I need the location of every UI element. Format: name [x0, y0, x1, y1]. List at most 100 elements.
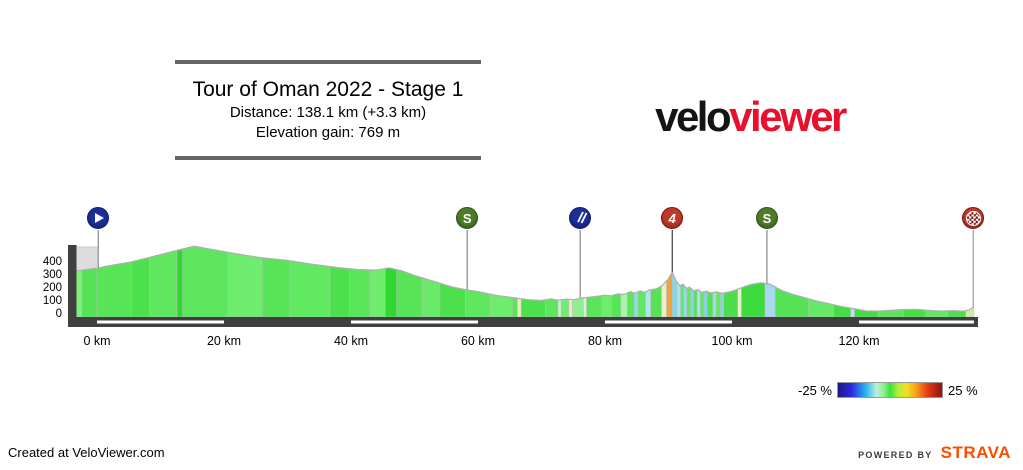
- title-rule-bottom: [175, 156, 481, 160]
- veloviewer-credit: Created at VeloViewer.com: [8, 445, 165, 460]
- finish-marker: [962, 207, 985, 229]
- gradient-segment: [706, 291, 714, 318]
- gradient-segment: [439, 282, 466, 318]
- gradient-legend-bar: [837, 382, 943, 398]
- x-axis-tick-label: 0 km: [83, 334, 111, 348]
- gradient-segment: [176, 248, 183, 318]
- stage-title-block: Tour of Oman 2022 - Stage 1 Distance: 13…: [175, 60, 481, 160]
- feed-zone-icon: [577, 211, 588, 224]
- gradient-segment: [586, 295, 603, 318]
- feed-marker: [569, 207, 592, 229]
- gradient-segment: [700, 290, 705, 318]
- gradient-segment: [965, 306, 975, 318]
- axis-km-stripe: [97, 320, 224, 324]
- sprint-marker: S: [755, 207, 778, 229]
- stage-title: Tour of Oman 2022 - Stage 1: [192, 78, 464, 101]
- y-axis-tick-label: 100: [42, 295, 62, 307]
- gradient-segment: [261, 257, 291, 318]
- gradient-segment: [557, 299, 562, 318]
- y-axis-bar: [68, 245, 77, 326]
- gradient-segment: [182, 245, 229, 318]
- x-axis-tick-label: 60 km: [460, 334, 496, 348]
- gradient-segment: [620, 292, 628, 318]
- gradient-segment: [572, 297, 584, 318]
- gradient-segment: [723, 288, 738, 318]
- gradient-segment: [385, 267, 397, 318]
- x-axis-tick-label: 20 km: [206, 334, 242, 348]
- gradient-segment: [512, 297, 518, 318]
- logo-viewer: viewer: [729, 93, 847, 140]
- gradient-segment: [131, 256, 150, 318]
- gradient-segment: [715, 291, 721, 318]
- profile-outline: [75, 245, 975, 312]
- title-rule-top: [175, 60, 481, 64]
- gradient-segment: [601, 294, 612, 318]
- gradient-segment: [850, 307, 855, 318]
- gradient-segment: [289, 260, 331, 318]
- axis-km-stripe: [605, 320, 732, 324]
- gradient-segment: [349, 268, 371, 318]
- gradient-segment: [693, 289, 698, 318]
- x-axis-tick-label: 120 km: [838, 334, 880, 348]
- gradient-segment: [686, 286, 691, 318]
- gradient-segment: [637, 290, 646, 318]
- play-icon: [95, 213, 105, 223]
- legend-max-label: 25 %: [948, 382, 978, 398]
- gradient-segment: [764, 283, 776, 318]
- gradient-segment: [903, 309, 926, 318]
- checkered-flag-icon: [965, 210, 981, 226]
- marker-label: S: [762, 210, 772, 226]
- y-axis-tick-label: 0: [55, 308, 62, 320]
- gradient-segment: [227, 252, 263, 318]
- gradient-segment: [329, 266, 350, 318]
- marker-label: 4: [668, 210, 676, 226]
- gradient-segment: [672, 272, 678, 318]
- gradient-segment: [96, 261, 132, 318]
- gradient-segment: [517, 298, 522, 318]
- gradient-legend: -25 % 25 %: [770, 382, 978, 398]
- gradient-segment: [149, 250, 178, 318]
- gradient-segment: [696, 289, 701, 318]
- gradient-segment: [633, 291, 639, 318]
- gradient-segment: [560, 298, 570, 318]
- kom-marker: 4: [661, 207, 684, 229]
- gradient-segment: [690, 287, 695, 318]
- gradient-segment: [774, 286, 809, 318]
- x-axis-tick-label: 100 km: [711, 334, 753, 348]
- y-axis-ticks: 400 300 200 100 0: [0, 0, 62, 470]
- gradient-segment: [683, 284, 688, 318]
- start-marker: [87, 207, 110, 229]
- y-axis-tick-label: 400: [42, 256, 62, 268]
- gradient-segment: [741, 282, 766, 318]
- strava-logo: STRAVA: [940, 443, 1011, 462]
- gradient-segment: [680, 283, 684, 318]
- gradient-segment: [75, 269, 83, 318]
- gradient-segment: [720, 292, 724, 318]
- gradient-segment: [568, 299, 573, 318]
- gradient-segment: [650, 285, 662, 318]
- veloviewer-logo: veloviewer: [638, 94, 862, 140]
- axis-km-stripe: [351, 320, 478, 324]
- gradient-segment: [545, 298, 559, 318]
- y-axis-tick-label: 300: [42, 269, 62, 281]
- gradient-segment: [854, 308, 879, 318]
- gradient-segment: [626, 291, 635, 318]
- powered-by-strava: POWERED BY STRAVA: [858, 443, 1011, 463]
- gradient-segment: [645, 289, 651, 318]
- logo-velo: velo: [655, 93, 732, 140]
- legend-min-label: -25 %: [798, 382, 832, 398]
- gradient-segment: [666, 271, 673, 318]
- y-axis-tick-label: 200: [42, 282, 62, 294]
- marker-label: S: [462, 210, 472, 226]
- powered-by-label: POWERED BY: [858, 450, 933, 460]
- gradient-segment: [676, 280, 681, 318]
- x-axis-tick-label: 80 km: [587, 334, 623, 348]
- gradient-segment: [737, 287, 742, 318]
- gradient-segment: [583, 297, 587, 318]
- x-axis-ticks: 0 km 20 km 40 km 60 km 80 km 100 km 120 km: [0, 334, 1023, 354]
- gradient-segment: [611, 293, 622, 318]
- gradient-segment: [703, 291, 708, 318]
- stage-elevation-gain: Elevation gain: 769 m: [255, 124, 401, 141]
- sprint-marker: S: [456, 207, 479, 229]
